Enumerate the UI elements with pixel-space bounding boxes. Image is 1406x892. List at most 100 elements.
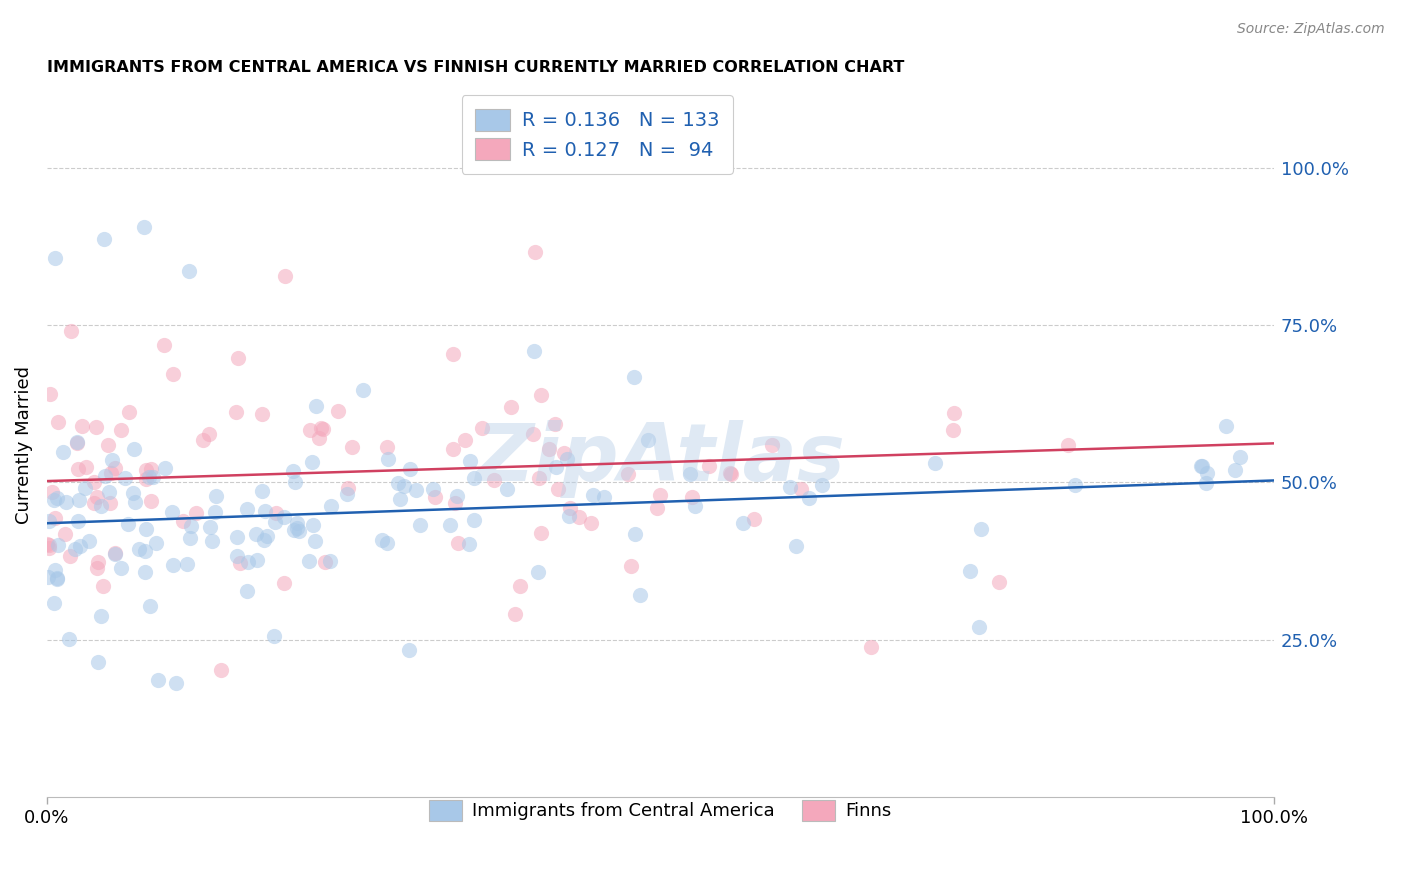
Point [446, 490, 468, 504]
Point [530, 388, 553, 402]
Text: ZipAtlas: ZipAtlas [475, 420, 845, 498]
Point [118, 405, 141, 419]
Point [66, 434, 89, 449]
Point [44, 511, 66, 525]
Point [301, 517, 323, 532]
Point [720, 467, 742, 481]
Point [544, 417, 567, 431]
Point [84, 420, 107, 434]
Point [186, 507, 208, 521]
Point [797, 491, 820, 505]
Point [371, 533, 394, 547]
Point [309, 421, 332, 435]
Point [179, 532, 201, 546]
Point [299, 423, 322, 437]
Point [581, 516, 603, 530]
Point [409, 517, 432, 532]
Point [110, 423, 132, 437]
Point [55, 495, 77, 509]
Point [425, 490, 447, 504]
Point [942, 406, 965, 420]
Point [91, 578, 114, 592]
Point [117, 516, 139, 531]
Point [285, 516, 308, 530]
Point [66, 435, 89, 450]
Point [340, 441, 363, 455]
Point [176, 557, 198, 571]
Point [46, 415, 69, 429]
Point [48, 538, 70, 552]
Point [336, 487, 359, 501]
Point [496, 482, 519, 496]
Point [810, 477, 832, 491]
Point [699, 458, 721, 473]
Point [135, 462, 157, 476]
Point [69, 539, 91, 553]
Point [75, 460, 97, 475]
Point [1064, 477, 1087, 491]
Point [236, 502, 259, 516]
Point [352, 383, 374, 397]
Point [226, 530, 249, 544]
Point [41, 484, 63, 499]
Point [86, 561, 108, 575]
Point [100, 467, 122, 481]
Point [204, 505, 226, 519]
Point [509, 579, 531, 593]
Point [967, 620, 990, 634]
Point [37, 570, 59, 584]
Point [970, 522, 993, 536]
Point [98, 496, 121, 510]
Y-axis label: Currently Married: Currently Married [15, 366, 32, 524]
Point [39, 387, 62, 401]
Point [250, 407, 273, 421]
Point [785, 539, 807, 553]
Point [77, 533, 100, 548]
Point [124, 495, 146, 509]
Point [457, 537, 479, 551]
Point [326, 404, 349, 418]
Point [35, 537, 58, 551]
Point [463, 513, 485, 527]
Point [733, 516, 755, 530]
Point [263, 629, 285, 643]
Point [44, 251, 66, 265]
Point [620, 558, 643, 573]
Point [172, 514, 194, 528]
Point [46, 491, 69, 505]
Point [160, 505, 183, 519]
Point [387, 475, 409, 490]
Point [73, 481, 96, 495]
Point [623, 369, 645, 384]
Point [139, 494, 162, 508]
Point [1215, 419, 1237, 434]
Point [593, 491, 616, 505]
Point [924, 457, 946, 471]
Point [645, 501, 668, 516]
Point [155, 460, 177, 475]
Text: IMMIGRANTS FROM CENTRAL AMERICA VS FINNISH CURRENTLY MARRIED CORRELATION CHART: IMMIGRANTS FROM CENTRAL AMERICA VS FINNI… [46, 60, 904, 75]
Point [104, 546, 127, 560]
Point [229, 556, 252, 570]
Point [165, 676, 187, 690]
Point [308, 431, 330, 445]
Point [273, 510, 295, 524]
Point [205, 489, 228, 503]
Point [252, 533, 274, 548]
Point [1225, 463, 1247, 477]
Point [398, 642, 420, 657]
Point [135, 522, 157, 536]
Point [254, 504, 277, 518]
Point [281, 464, 304, 478]
Point [256, 529, 278, 543]
Legend: Immigrants from Central America, Finns: Immigrants from Central America, Finns [416, 788, 904, 833]
Point [377, 536, 399, 550]
Point [87, 655, 110, 669]
Point [1229, 450, 1251, 464]
Point [527, 565, 550, 579]
Point [245, 527, 267, 541]
Point [66, 514, 89, 528]
Point [1189, 458, 1212, 473]
Point [52, 444, 75, 458]
Point [38, 538, 60, 552]
